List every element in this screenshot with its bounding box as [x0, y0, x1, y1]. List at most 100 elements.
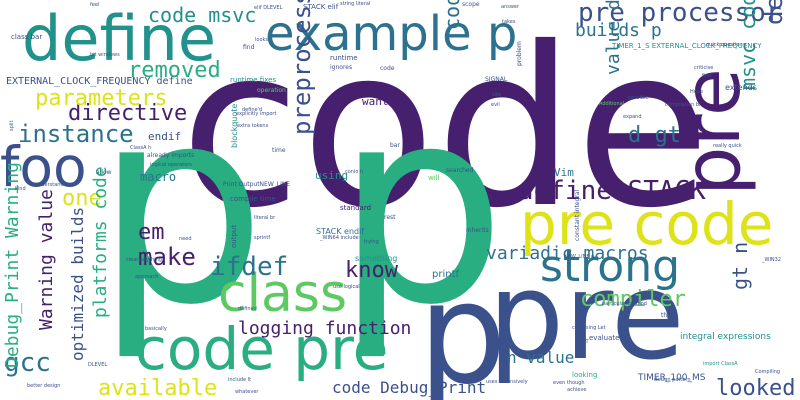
word-quick-question: quick question — [706, 42, 743, 48]
word-ifdef: ifdef — [210, 252, 289, 282]
word-removed: removed — [128, 58, 221, 83]
word-stack-endif: STACK endif — [316, 227, 365, 236]
word-need: need — [179, 236, 192, 242]
word-class-bar: class bar — [11, 33, 43, 41]
word-builds-p: builds p — [575, 20, 662, 41]
word-bar: bar — [390, 142, 400, 149]
word-problem: problem — [516, 41, 523, 66]
word-strong: strong — [540, 241, 681, 292]
word-string-literal: string literal — [340, 1, 371, 7]
word-variadic-macros: variadic macros — [486, 243, 649, 264]
word-n-value: n value — [507, 348, 575, 367]
word-d-gt: d gt — [628, 123, 681, 148]
word-really-quick: really quick — [713, 143, 742, 149]
word-optimized-builds: optimized builds — [68, 206, 87, 361]
word-looks: looks — [255, 37, 269, 43]
word-inherits: inherits — [466, 227, 489, 234]
word-sprintf: sprintf — [254, 235, 271, 241]
word-extra-tokens: extra tokens — [237, 123, 269, 129]
word-constant-integral: constant integral — [574, 189, 581, 241]
word-code-sm: code — [380, 65, 395, 72]
word-split: split — [9, 120, 15, 131]
word-pre-code: pre code — [520, 190, 774, 258]
word-even-though: even though — [553, 380, 585, 386]
word-import-classa: import ClassA — [703, 361, 738, 367]
word-code-supports: code supports — [440, 0, 464, 30]
word-stack-elif: STACK elif — [303, 3, 339, 11]
word-code-msvc: code msvc — [148, 3, 257, 27]
word-code-pre: code pre — [135, 315, 389, 383]
word-kind: kind — [15, 186, 26, 192]
word-know: know — [345, 258, 398, 283]
word-classa-h: ClassA h — [130, 145, 152, 151]
word-win32: _WIN32 — [762, 257, 782, 263]
word-parameters: parameters — [35, 86, 168, 111]
word-p-big: p — [95, 49, 267, 364]
word-compiling: Compiling — [755, 369, 781, 375]
word-integral-expressions: integral expressions — [680, 332, 771, 342]
word-bit-windows: bit windows — [90, 52, 120, 58]
word-output: output — [230, 224, 238, 248]
word-allow: allow — [96, 169, 112, 176]
word-use-logical: use logical — [333, 284, 360, 290]
word-elif-dlevel: elif DLEVEL — [254, 5, 283, 11]
word-gt-n: gt n — [728, 241, 752, 290]
word-expand: expand — [623, 114, 642, 120]
word-looked: looked — [716, 376, 796, 400]
word-compile-time: compile time — [230, 195, 276, 203]
word-warning-value: Warning value — [36, 189, 57, 330]
word-example-p: example p — [265, 6, 518, 62]
word-class: class — [218, 264, 348, 324]
word-make: make — [138, 243, 196, 271]
word-directive: directive — [68, 101, 188, 126]
word-win64-include: _WIN64 include — [320, 235, 359, 241]
word-whatever: whatever — [235, 389, 259, 395]
word-rest: rest — [384, 214, 396, 221]
word-achieve: achieve — [567, 387, 587, 393]
word-debug-print-warning: Debug_Print Warning — [2, 162, 23, 368]
word-searched: searched — [446, 167, 474, 174]
word-looking: looking — [572, 371, 598, 379]
word-vim: Vim — [554, 166, 574, 179]
word-new-line-n: NEW_LINE n — [564, 254, 595, 260]
word-understand: understand — [35, 182, 64, 188]
word-additional: Additional — [599, 101, 625, 107]
word-something: something — [355, 254, 398, 263]
word-p-big-2: p — [335, 49, 507, 364]
word-edit: EDIT — [577, 339, 589, 345]
word-evaluate: evaluate — [589, 334, 620, 342]
word-possible: possible — [628, 95, 649, 101]
word-basically: basically — [145, 326, 167, 332]
word-takes: takes — [502, 19, 516, 25]
word-endif: endif — [148, 130, 182, 143]
word-operation: operation — [257, 87, 286, 94]
word-code-big: code — [180, 0, 711, 256]
word-already-imports: already imports — [147, 152, 195, 159]
word-em: em — [138, 220, 165, 245]
word-design-pattern: design pattern — [654, 377, 691, 383]
word-platforms-code: platforms code — [90, 166, 111, 318]
word-extends: extends — [725, 83, 757, 92]
word-compiler: compiler — [580, 287, 686, 312]
word-using: using — [315, 169, 349, 182]
word-feel: feel — [90, 2, 100, 8]
word-p-mid: p — [418, 253, 507, 400]
word-uses-extensively: uses extensively — [486, 379, 528, 385]
word-evil: evil — [491, 102, 500, 108]
word-code-debug-print: code Debug_Print — [332, 378, 487, 397]
word-define-d: define'd — [242, 107, 263, 113]
word-runtime: runtime — [330, 54, 358, 62]
word-value-d: value d — [603, 0, 624, 75]
word-logical-operators: logical operators — [150, 162, 192, 168]
word-site: site — [492, 92, 502, 98]
word-print-output: Print OutputNEW_LINE — [223, 181, 291, 188]
word-signal: SIGNAL — [485, 76, 508, 83]
word-timer-1-s: TIMER_1_S EXTERNAL_CLOCK_FREQUENCY — [612, 42, 762, 50]
word-find: find — [243, 44, 255, 51]
word-conio-h: conio h — [345, 169, 364, 175]
word-will: will — [428, 174, 440, 182]
word-trying: trying — [364, 239, 379, 245]
word-foo: foo — [0, 135, 87, 199]
word-include-lt: include lt — [228, 377, 252, 383]
